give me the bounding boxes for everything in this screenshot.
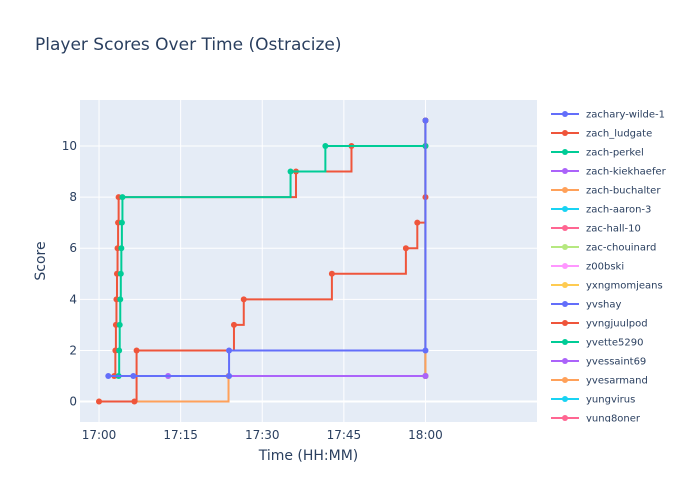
legend-label: yvette5290 (586, 338, 643, 349)
legend-item[interactable]: z00bski (551, 262, 624, 273)
data-point (130, 373, 137, 379)
legend-marker-icon (562, 244, 568, 250)
legend-label: zach-kiekhaefer (586, 167, 667, 178)
legend-item[interactable]: yvette5290 (551, 338, 643, 349)
series-layer (96, 117, 429, 405)
legend-item[interactable]: zach-perkel (551, 148, 644, 159)
legend-label: yvesarmand (586, 376, 648, 387)
legend-item[interactable]: yungvirus (551, 395, 635, 406)
data-point (119, 194, 126, 201)
chart-title: Player Scores Over Time (Ostracize) (35, 35, 342, 55)
data-point (226, 373, 233, 379)
legend-marker-icon (562, 377, 568, 383)
data-point (105, 373, 112, 379)
data-point (287, 168, 294, 175)
legend-item[interactable]: zachary-wilde-1 (551, 110, 665, 121)
data-point (322, 143, 329, 149)
y-axis-label: Score (33, 241, 49, 280)
legend-marker-icon (562, 282, 568, 288)
legend-item[interactable]: yvshay (551, 300, 622, 311)
legend-item[interactable]: yvngjuulpod (551, 319, 648, 330)
legend-label: zachary-wilde-1 (586, 110, 665, 121)
y-tick-label: 8 (69, 190, 77, 204)
legend-label: yxngmomjeans (586, 281, 663, 292)
series-line (108, 120, 427, 377)
legend-label: yungvirus (586, 395, 635, 406)
legend-marker-icon (562, 263, 568, 269)
series-zachary-wilde-1 (105, 117, 429, 379)
x-tick-label: 17:45 (327, 428, 362, 442)
data-point (117, 296, 124, 303)
data-point (230, 321, 237, 328)
legend-marker-icon (562, 396, 568, 402)
legend-marker-icon (562, 187, 568, 193)
data-point (118, 245, 125, 252)
x-axis-label: Time (HH:MM) (258, 448, 359, 464)
y-tick-label: 6 (69, 241, 77, 255)
legend-item[interactable]: zach-aaron-3 (551, 205, 651, 216)
data-point (328, 270, 335, 277)
legend-label: yvngjuulpod (586, 319, 648, 330)
data-point (422, 373, 429, 379)
tick-labels: 0 2 4 6 8 10 17:00 17:15 17:30 17:45 18:00 (62, 139, 443, 442)
legend-label: yvshay (586, 300, 622, 311)
legend-marker-icon (562, 225, 568, 231)
legend-item[interactable]: yvesarmand (551, 376, 648, 387)
legend-item[interactable]: yung8oner (551, 414, 641, 425)
legend-marker-icon (562, 111, 568, 117)
plot-area (80, 100, 537, 422)
data-point (133, 347, 140, 354)
data-point (402, 245, 409, 252)
legend-label: zach-perkel (586, 148, 644, 159)
legend-marker-icon (562, 206, 568, 212)
data-point (226, 347, 233, 354)
legend-item[interactable]: zach-buchalter (551, 186, 661, 197)
x-tick-label: 18:00 (408, 428, 443, 442)
data-point (240, 296, 247, 303)
y-tick-label: 10 (62, 139, 77, 153)
data-point (422, 117, 429, 124)
series-line (114, 145, 426, 377)
legend-item[interactable]: zac-hall-10 (551, 224, 641, 235)
legend-label: zach_ludgate (586, 129, 652, 140)
legend-marker-icon (562, 301, 568, 307)
legend-label: zac-hall-10 (586, 224, 641, 235)
data-point (116, 347, 123, 354)
legend-label: z00bski (586, 262, 624, 273)
legend-marker-icon (562, 358, 568, 364)
x-tick-label: 17:15 (163, 428, 198, 442)
y-tick-label: 2 (69, 343, 77, 357)
x-tick-label: 17:30 (245, 428, 280, 442)
legend-label: zach-buchalter (586, 186, 661, 197)
legend-label: yvessaint69 (586, 357, 646, 368)
legend-item[interactable]: yvessaint69 (551, 357, 646, 368)
series-zach-perkel (115, 143, 429, 379)
legend-label: yung8oner (586, 414, 641, 425)
y-tick-label: 4 (69, 292, 77, 306)
legend-marker-icon (562, 320, 568, 326)
legend-marker-icon (562, 168, 568, 174)
legend[interactable]: zachary-wilde-1 zach_ludgate zach-perkel za… (551, 110, 667, 425)
legend-item[interactable]: zac-chouinard (551, 243, 656, 254)
data-point (131, 398, 138, 405)
data-point (96, 398, 103, 405)
data-point (118, 219, 125, 226)
legend-marker-icon (562, 149, 568, 155)
legend-label: zach-aaron-3 (586, 205, 651, 216)
data-point (414, 219, 421, 226)
data-point (116, 321, 123, 328)
legend-item[interactable]: zach-kiekhaefer (551, 167, 667, 178)
legend-item[interactable]: zach_ludgate (551, 129, 652, 140)
legend-marker-icon (562, 415, 568, 421)
legend-marker-icon (562, 130, 568, 136)
legend-marker-icon (562, 339, 568, 345)
series-line (118, 145, 426, 377)
legend-item[interactable]: yxngmomjeans (551, 281, 663, 292)
legend-label: zac-chouinard (586, 243, 656, 254)
x-tick-label: 17:00 (82, 428, 117, 442)
data-point (117, 270, 124, 277)
y-tick-label: 0 (69, 395, 77, 409)
data-point (422, 347, 429, 354)
